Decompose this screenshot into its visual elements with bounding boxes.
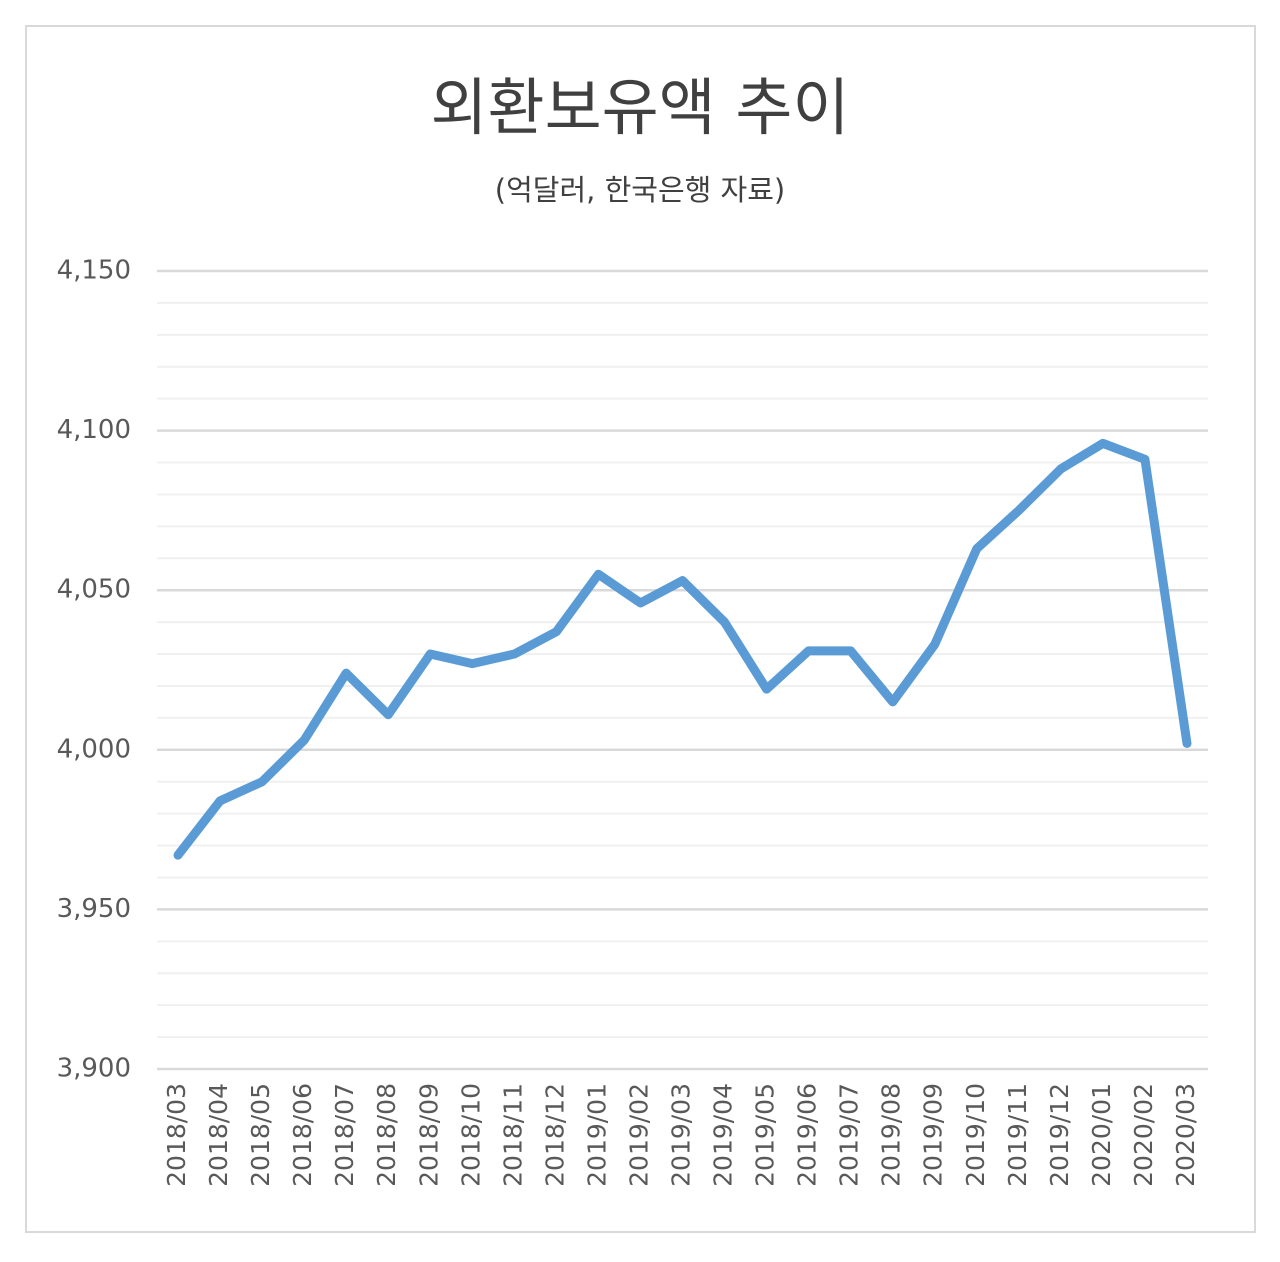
x-tick-label: 2019/12 [1045,1083,1074,1187]
x-tick-label: 2020/02 [1129,1083,1158,1187]
x-tick-label: 2018/06 [288,1083,317,1187]
x-tick-label: 2019/04 [709,1083,738,1187]
y-tick-label: 4,100 [57,415,131,445]
x-tick-label: 2018/08 [372,1083,401,1187]
chart-subtitle: (억달러, 한국은행 자료) [495,173,785,207]
data-line [173,438,1192,860]
y-tick-label: 3,900 [57,1054,131,1084]
x-tick-label: 2019/07 [835,1083,864,1187]
x-tick-label: 2019/03 [667,1083,696,1187]
y-tick-label: 4,050 [57,575,131,605]
x-tick-label: 2019/09 [919,1083,948,1187]
y-tick-label: 3,950 [57,894,131,924]
x-tick-label: 2020/03 [1171,1083,1200,1187]
x-tick-label: 2018/07 [330,1083,359,1187]
x-tick-label: 2019/02 [624,1083,653,1187]
x-tick-label: 2018/09 [414,1083,443,1187]
chart-border [25,25,1256,1233]
x-tick-label: 2018/03 [162,1083,191,1187]
chart-title: 외환보유액 추이 [431,71,850,144]
x-tick-label: 2019/06 [793,1083,822,1187]
x-tick-label: 2019/08 [877,1083,906,1187]
x-tick-label: 2019/11 [1003,1083,1032,1187]
x-tick-label: 2019/05 [751,1083,780,1187]
x-tick-label: 2018/10 [456,1083,485,1187]
x-tick-label: 2020/01 [1087,1083,1116,1187]
y-tick-label: 4,000 [57,734,131,764]
y-tick-label: 4,150 [57,256,131,286]
x-tick-label: 2018/04 [204,1083,233,1187]
x-tick-label: 2018/11 [498,1083,527,1187]
x-tick-label: 2018/05 [246,1083,275,1187]
x-tick-label: 2018/12 [540,1083,569,1187]
x-tick-label: 2019/01 [582,1083,611,1187]
x-tick-label: 2019/10 [961,1083,990,1187]
